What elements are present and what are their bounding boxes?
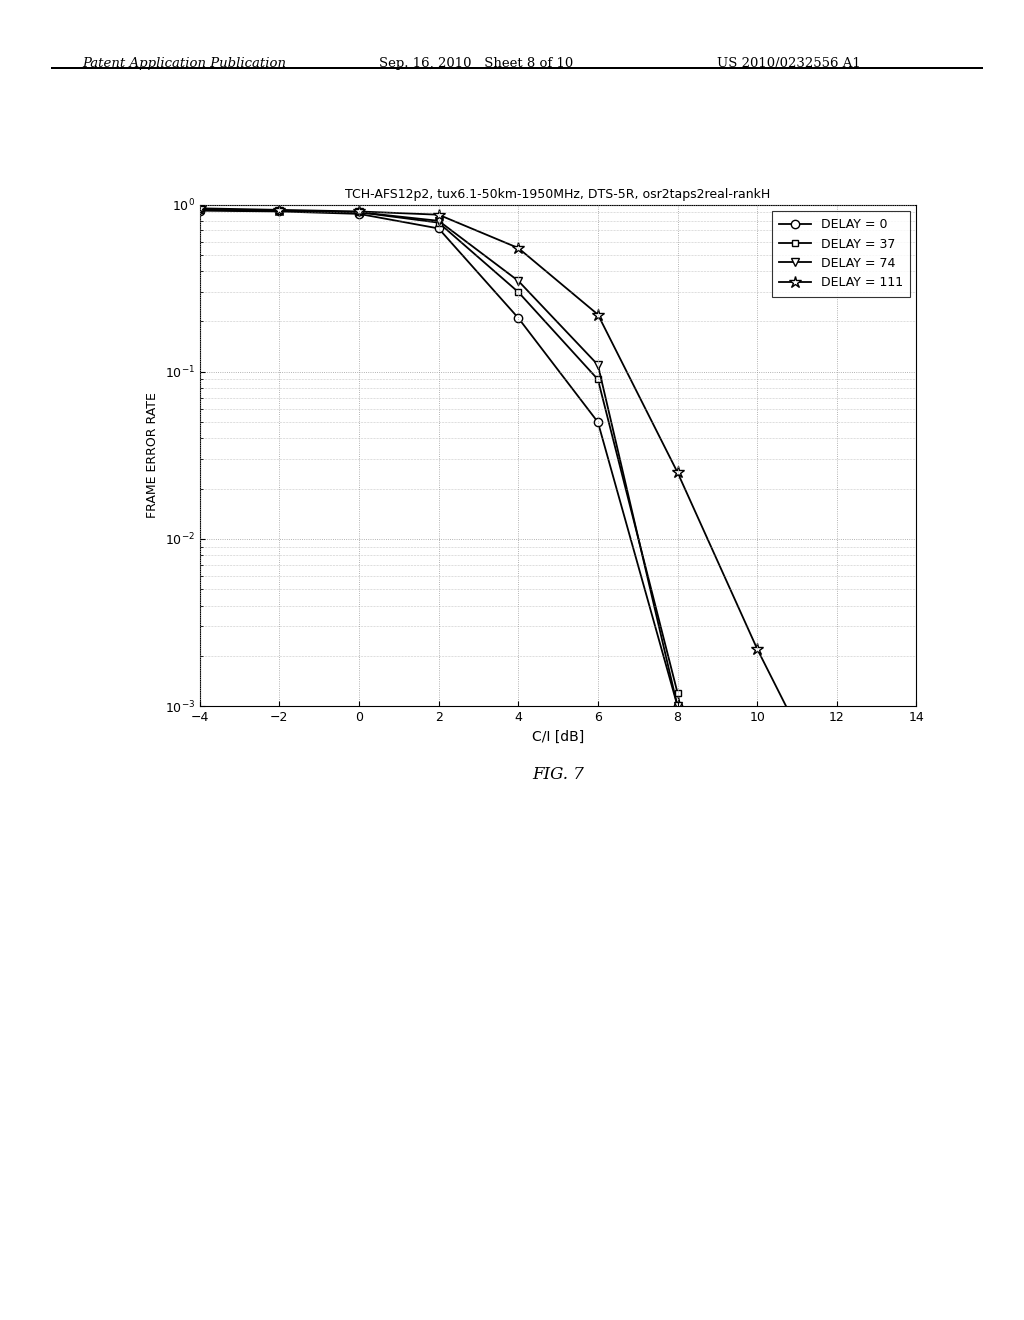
DELAY = 37 — [712, 882, 724, 898]
Legend: DELAY = 0, DELAY = 37, DELAY = 74, DELAY = 111: DELAY = 0, DELAY = 37, DELAY = 74, DELAY… — [772, 211, 910, 297]
DELAY = 111 — [432, 207, 444, 223]
DELAY = 74 — [512, 273, 524, 289]
Title: TCH-AFS12p2, tux6.1-50km-1950MHz, DTS-5R, osr2taps2real-rankH: TCH-AFS12p2, tux6.1-50km-1950MHz, DTS-5R… — [345, 187, 771, 201]
DELAY = 111 — [592, 306, 604, 322]
Text: Sep. 16, 2010   Sheet 8 of 10: Sep. 16, 2010 Sheet 8 of 10 — [379, 57, 573, 70]
Line: DELAY = 37: DELAY = 37 — [197, 206, 721, 894]
DELAY = 74 — [672, 698, 684, 714]
DELAY = 111 — [830, 799, 843, 814]
DELAY = 37 — [432, 215, 444, 231]
Line: DELAY = 74: DELAY = 74 — [196, 206, 722, 903]
Y-axis label: FRAME ERROR RATE: FRAME ERROR RATE — [146, 392, 159, 519]
DELAY = 0 — [353, 206, 366, 222]
X-axis label: C/I [dB]: C/I [dB] — [531, 730, 585, 743]
DELAY = 37 — [194, 202, 206, 218]
DELAY = 37 — [672, 685, 684, 701]
DELAY = 74 — [194, 202, 206, 218]
DELAY = 74 — [712, 891, 724, 907]
DELAY = 74 — [592, 356, 604, 372]
DELAY = 37 — [273, 203, 286, 219]
DELAY = 111 — [672, 465, 684, 480]
DELAY = 111 — [273, 202, 286, 218]
DELAY = 0 — [712, 891, 724, 907]
DELAY = 37 — [353, 205, 366, 220]
DELAY = 0 — [592, 414, 604, 430]
DELAY = 0 — [194, 203, 206, 219]
DELAY = 0 — [273, 203, 286, 219]
DELAY = 111 — [512, 240, 524, 256]
DELAY = 111 — [194, 201, 206, 216]
Line: DELAY = 0: DELAY = 0 — [196, 206, 722, 903]
DELAY = 0 — [432, 220, 444, 236]
DELAY = 0 — [672, 698, 684, 714]
DELAY = 111 — [751, 642, 763, 657]
DELAY = 37 — [592, 371, 604, 387]
DELAY = 111 — [353, 203, 366, 219]
Text: FIG. 7: FIG. 7 — [532, 766, 584, 783]
DELAY = 37 — [512, 284, 524, 300]
DELAY = 74 — [353, 205, 366, 220]
DELAY = 74 — [273, 203, 286, 219]
Text: Patent Application Publication: Patent Application Publication — [82, 57, 286, 70]
Line: DELAY = 111: DELAY = 111 — [194, 202, 843, 813]
DELAY = 0 — [512, 310, 524, 326]
DELAY = 74 — [432, 213, 444, 228]
Text: US 2010/0232556 A1: US 2010/0232556 A1 — [717, 57, 860, 70]
